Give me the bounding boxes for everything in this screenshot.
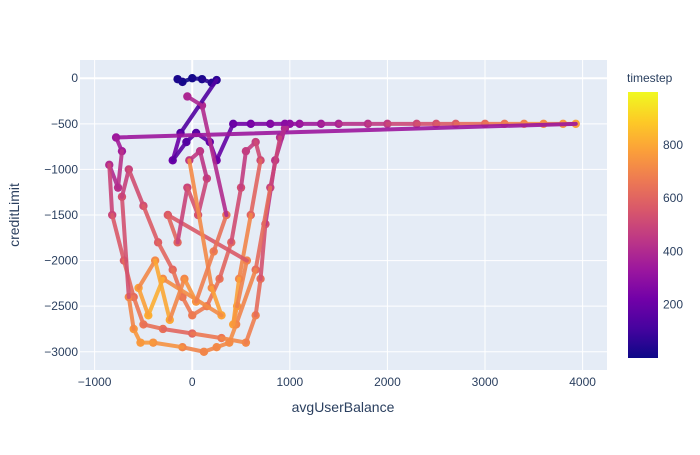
grid — [80, 60, 607, 370]
y-tick-label: −2000 — [44, 254, 78, 268]
colorbar: timestep 200 400 600 800 — [627, 71, 683, 358]
trajectory-segment — [235, 258, 249, 309]
y-tick-label: −1500 — [44, 208, 78, 222]
trajectory-segment — [190, 304, 209, 318]
trajectory-segment — [253, 185, 273, 272]
trajectory-segment — [110, 213, 126, 263]
trajectory-segment — [258, 222, 268, 281]
colorbar-tick-label: 600 — [663, 191, 683, 205]
trajectory-segment — [180, 295, 195, 318]
trajectory-segment — [268, 135, 283, 190]
trajectory-segment — [170, 140, 189, 163]
trajectory-segment — [141, 322, 165, 331]
colorbar-tick-label: 200 — [663, 298, 683, 312]
y-tick-label: −1000 — [44, 162, 78, 176]
trajectory-segment — [153, 258, 172, 322]
trajectory-segment — [194, 249, 216, 304]
colorbar-tick-label: 400 — [663, 244, 683, 258]
colorbar-title: timestep — [627, 71, 673, 85]
trajectory-segment — [253, 140, 263, 163]
y-tick-label: −2500 — [44, 299, 78, 313]
trajectory-segment — [209, 285, 224, 318]
trajectory-segment — [119, 167, 131, 199]
trajectory-segment — [214, 121, 236, 163]
trajectory-segment — [131, 295, 146, 327]
trajectory-segment — [167, 276, 187, 322]
trajectory-segment — [239, 149, 248, 190]
trajectory-segment — [107, 162, 115, 217]
trajectory-segment — [243, 313, 258, 345]
y-tick-label: 0 — [71, 71, 78, 85]
x-axis-title: avgUserBalance — [292, 399, 395, 415]
trajectory-segment — [136, 285, 151, 318]
trajectory-segment — [219, 336, 248, 345]
y-axis: 0 −500 −1000 −1500 −2000 −2500 −3000 — [44, 71, 78, 359]
colorbar-tick-label: 800 — [663, 138, 683, 152]
trajectory-segment — [237, 213, 253, 281]
trajectory-segment — [156, 240, 175, 272]
trajectory-segment — [180, 345, 206, 354]
trajectory-segment — [234, 267, 258, 327]
trajectory-segment — [131, 326, 143, 345]
trajectory-segment — [160, 326, 195, 336]
trajectory-segment — [190, 331, 224, 341]
trajectory-segment — [211, 213, 229, 254]
trajectory-segment — [141, 203, 161, 245]
trajectory-segment — [126, 295, 136, 331]
x-axis: −1000 0 1000 2000 3000 4000 — [78, 375, 596, 389]
trajectory-segment — [175, 185, 190, 245]
x-tick-label: 1000 — [276, 375, 303, 389]
trajectory-segment — [231, 304, 240, 327]
trajectory-segment — [185, 94, 204, 108]
x-tick-label: −1000 — [78, 375, 112, 389]
x-tick-label: 2000 — [374, 375, 401, 389]
trajectory-segment — [151, 340, 185, 350]
y-tick-label: −500 — [51, 117, 78, 131]
trajectory-segment — [214, 340, 232, 350]
y-tick-label: −3000 — [44, 345, 78, 359]
x-tick-label: 3000 — [472, 375, 499, 389]
trajectory-segment — [182, 276, 199, 304]
trajectory-segment — [199, 103, 229, 217]
trajectory-segment — [201, 345, 219, 354]
trajectory-segment — [116, 149, 124, 190]
trajectory-segment — [136, 258, 158, 290]
x-tick-label: 0 — [189, 375, 196, 389]
trajectory-segment — [227, 322, 239, 345]
trajectory-segment — [126, 167, 146, 208]
colorbar-ticks: 200 400 600 800 — [663, 138, 683, 312]
y-axis-title: creditLimit — [6, 183, 22, 247]
trajectory-segment — [253, 276, 263, 318]
trajectory-segment — [229, 185, 244, 245]
trajectory-segment — [114, 121, 578, 140]
data-layer — [105, 74, 580, 356]
trajectory-segment — [165, 213, 180, 245]
colorbar-gradient — [628, 92, 658, 358]
trajectory-segment — [248, 158, 263, 217]
trajectory-segment — [114, 135, 124, 154]
trajectory-segment — [178, 78, 219, 135]
x-tick-label: 4000 — [569, 375, 596, 389]
trajectory-segment — [198, 149, 209, 181]
trajectory-segment — [119, 194, 131, 300]
trajectory-segment — [187, 149, 203, 163]
